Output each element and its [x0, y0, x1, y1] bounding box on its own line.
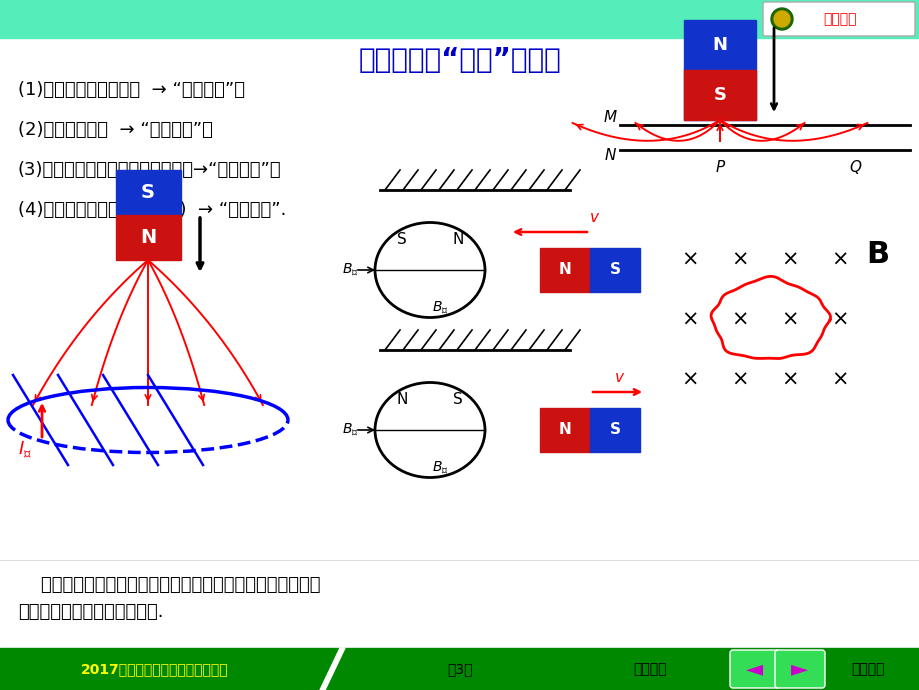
- Bar: [539, 248, 589, 292]
- Bar: [589, 248, 640, 292]
- Text: 返回目录: 返回目录: [632, 662, 666, 676]
- Text: ×: ×: [831, 370, 848, 390]
- Text: S: S: [713, 86, 726, 104]
- Text: $B_{感}$: $B_{感}$: [431, 460, 448, 476]
- Bar: [116, 215, 181, 260]
- Bar: [683, 70, 755, 120]
- Text: ×: ×: [780, 310, 798, 330]
- Text: (4)阻碍原电流的变化(自感现象)  → “增反减同”.: (4)阻碍原电流的变化(自感现象) → “增反减同”.: [18, 201, 286, 219]
- Text: 结束放映: 结束放映: [850, 662, 884, 676]
- Text: $\mathbf{B}$: $\mathbf{B}$: [866, 241, 889, 270]
- Text: S: S: [453, 393, 462, 408]
- FancyBboxPatch shape: [762, 2, 914, 36]
- FancyBboxPatch shape: [774, 650, 824, 688]
- Text: (1)阻碍原磁通量的变化  → “增反减同”；: (1)阻碍原磁通量的变化 → “增反减同”；: [18, 81, 244, 99]
- Text: N: N: [396, 393, 407, 408]
- Text: $v$: $v$: [614, 371, 625, 386]
- Text: N: N: [452, 233, 463, 248]
- Bar: [539, 408, 589, 452]
- Text: $v$: $v$: [589, 210, 600, 226]
- Text: 根据楞次定律的一些结论直接解答此题，比直接利用楞次定: 根据楞次定律的一些结论直接解答此题，比直接利用楞次定: [18, 576, 320, 594]
- FancyBboxPatch shape: [729, 650, 779, 688]
- Text: ×: ×: [831, 250, 848, 270]
- Circle shape: [770, 8, 792, 30]
- Text: M: M: [603, 110, 616, 124]
- Text: N: N: [140, 228, 156, 247]
- Text: $B_{原}$: $B_{原}$: [341, 422, 357, 438]
- Text: S: S: [608, 422, 619, 437]
- Text: ×: ×: [731, 250, 748, 270]
- Text: (3)使线圈面积有扩大或缩小的趋势→“增缩减扩”；: (3)使线圈面积有扩大或缩小的趋势→“增缩减扩”；: [18, 161, 281, 179]
- Text: S: S: [141, 183, 154, 202]
- Text: ×: ×: [680, 310, 698, 330]
- Text: 第3页: 第3页: [447, 662, 472, 676]
- Bar: [0, 648, 919, 690]
- Polygon shape: [320, 648, 345, 690]
- Bar: [116, 170, 181, 215]
- Text: ×: ×: [780, 370, 798, 390]
- Circle shape: [773, 11, 789, 27]
- Text: ×: ×: [731, 370, 748, 390]
- Text: 楞次定律中“阻碍”的含义: 楞次定律中“阻碍”的含义: [358, 46, 561, 74]
- Ellipse shape: [375, 222, 484, 317]
- Text: ►: ►: [790, 659, 808, 679]
- Text: N: N: [558, 422, 571, 437]
- Text: ×: ×: [680, 250, 698, 270]
- Bar: [0, 0, 919, 38]
- Text: S: S: [397, 233, 406, 248]
- Text: ×: ×: [780, 250, 798, 270]
- Ellipse shape: [375, 382, 484, 477]
- Text: $I_{感}$: $I_{感}$: [18, 440, 32, 460]
- Text: ×: ×: [731, 310, 748, 330]
- Text: N: N: [604, 148, 615, 163]
- Bar: [683, 70, 755, 120]
- Text: ×: ×: [680, 370, 698, 390]
- Text: $B_{原}$: $B_{原}$: [341, 262, 357, 278]
- Text: N: N: [711, 36, 727, 54]
- Text: S: S: [608, 262, 619, 277]
- Bar: [589, 408, 640, 452]
- Text: 创新设计: 创新设计: [823, 12, 856, 26]
- Text: ×: ×: [831, 310, 848, 330]
- Text: Q: Q: [848, 161, 860, 175]
- Text: 2017版高三一轮物理教学实用课件: 2017版高三一轮物理教学实用课件: [81, 662, 229, 676]
- Bar: [683, 20, 755, 70]
- Text: N: N: [558, 262, 571, 277]
- Text: $B_{感}$: $B_{感}$: [431, 299, 448, 316]
- Text: (2)阻碍相对运动  → “来拒去留”；: (2)阻碍相对运动 → “来拒去留”；: [18, 121, 212, 139]
- Text: P: P: [715, 161, 724, 175]
- Text: 律、安培定则判断要简单明了.: 律、安培定则判断要简单明了.: [18, 603, 164, 621]
- Text: ◄: ◄: [745, 659, 763, 679]
